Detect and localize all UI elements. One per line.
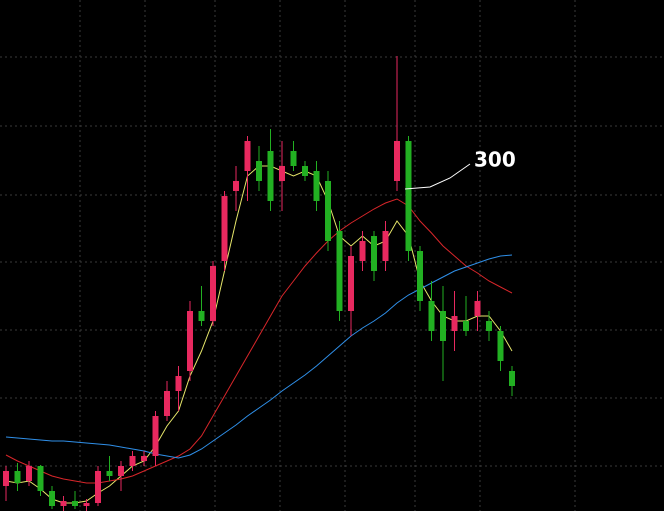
candle-body bbox=[49, 491, 55, 506]
candle-body bbox=[106, 471, 113, 476]
candle-body bbox=[233, 181, 239, 191]
candle-body bbox=[256, 161, 262, 181]
candle-body bbox=[428, 301, 435, 331]
moving-average-line bbox=[5, 254, 513, 459]
candle-body bbox=[95, 471, 101, 503]
candle-body bbox=[394, 141, 400, 181]
candle-body bbox=[164, 391, 170, 416]
candle-body bbox=[14, 471, 21, 483]
candle-body bbox=[359, 241, 366, 261]
candle-body bbox=[198, 311, 205, 321]
candle-body bbox=[440, 311, 446, 341]
candle-body bbox=[348, 256, 354, 311]
candle-body bbox=[336, 231, 343, 311]
candle-body bbox=[405, 141, 412, 251]
candle-body bbox=[382, 231, 389, 261]
annotation: 300 bbox=[474, 148, 516, 172]
candle-body bbox=[3, 471, 9, 486]
candle-body bbox=[72, 501, 78, 506]
candle-body bbox=[371, 236, 377, 271]
candle-body bbox=[279, 166, 285, 181]
candle-body bbox=[118, 466, 124, 476]
moving-average-line bbox=[5, 198, 513, 484]
candle-body bbox=[175, 376, 182, 391]
candle-body bbox=[244, 141, 251, 171]
candle-body bbox=[129, 456, 136, 466]
candle-body bbox=[221, 196, 228, 261]
candle-body bbox=[267, 151, 274, 201]
candle-body bbox=[463, 321, 469, 331]
candle-body bbox=[37, 466, 44, 491]
candle-body bbox=[417, 251, 423, 301]
candle-body bbox=[313, 171, 320, 201]
candle-body bbox=[26, 466, 32, 481]
candle-body bbox=[187, 311, 193, 371]
candle-body bbox=[497, 331, 504, 361]
plot bbox=[3, 56, 515, 511]
candle-body bbox=[210, 266, 216, 321]
candle-body bbox=[486, 321, 492, 331]
moving-average-line bbox=[5, 165, 513, 504]
candle-body bbox=[509, 371, 515, 386]
candle-body bbox=[83, 503, 90, 506]
candle-body bbox=[60, 501, 67, 506]
candle-body bbox=[325, 181, 331, 241]
candle-body bbox=[152, 416, 159, 456]
candle-body bbox=[451, 316, 458, 331]
candle-body bbox=[290, 151, 297, 166]
candle-body bbox=[141, 456, 147, 461]
annotation-leader bbox=[404, 163, 471, 190]
candle-body bbox=[302, 166, 308, 176]
candle-body bbox=[474, 301, 481, 316]
